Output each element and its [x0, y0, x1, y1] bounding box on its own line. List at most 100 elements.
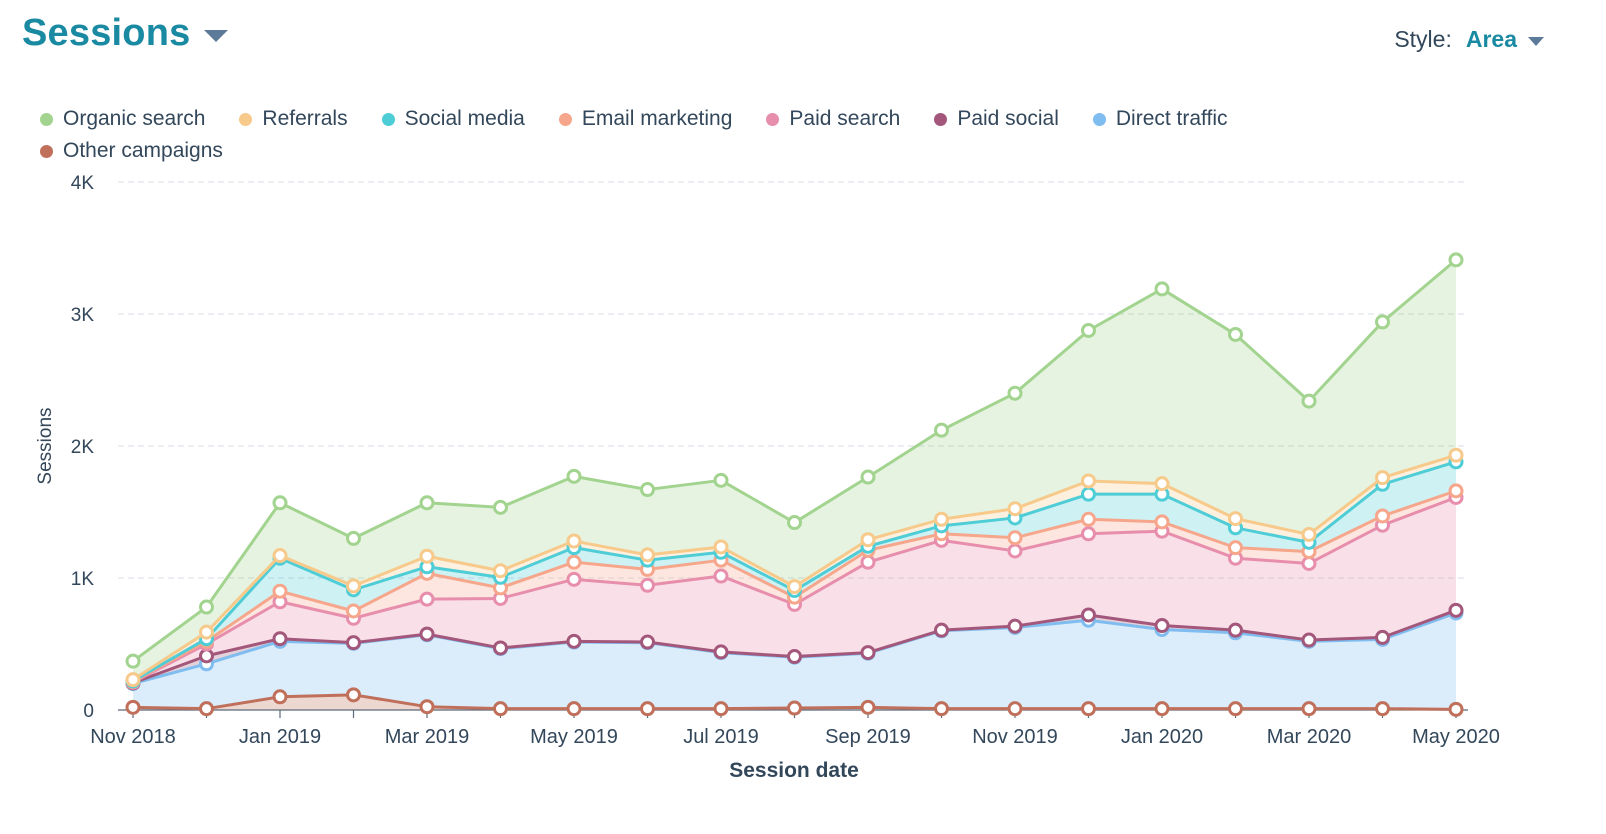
data-point[interactable]: [199, 599, 214, 615]
data-point[interactable]: [1375, 470, 1390, 486]
data-point[interactable]: [860, 699, 876, 715]
data-point[interactable]: [493, 640, 508, 656]
data-point[interactable]: [787, 515, 802, 531]
data-point[interactable]: [1301, 393, 1317, 409]
data-point[interactable]: [566, 533, 582, 549]
data-point[interactable]: [1228, 326, 1243, 342]
data-point[interactable]: [1228, 511, 1243, 527]
data-point[interactable]: [346, 635, 361, 651]
data-point[interactable]: [713, 472, 729, 488]
data-point[interactable]: [272, 689, 288, 705]
data-point[interactable]: [1301, 632, 1317, 648]
data-point[interactable]: [1007, 530, 1023, 546]
data-point[interactable]: [272, 548, 288, 564]
data-point[interactable]: [1081, 486, 1096, 502]
data-point[interactable]: [787, 700, 802, 716]
legend-item-other-campaigns[interactable]: Other campaigns: [40, 138, 223, 164]
data-point[interactable]: [1448, 252, 1464, 268]
data-point[interactable]: [566, 571, 582, 587]
data-point[interactable]: [1154, 701, 1170, 717]
data-point[interactable]: [713, 644, 729, 660]
data-point[interactable]: [419, 591, 435, 607]
data-point[interactable]: [199, 648, 214, 664]
data-point[interactable]: [346, 578, 361, 594]
data-point[interactable]: [1448, 447, 1464, 463]
data-point[interactable]: [419, 626, 435, 642]
data-point[interactable]: [713, 539, 729, 555]
data-point[interactable]: [1007, 701, 1023, 717]
data-point[interactable]: [566, 468, 582, 484]
data-point[interactable]: [419, 495, 435, 511]
data-point[interactable]: [713, 701, 729, 717]
data-point[interactable]: [1081, 511, 1096, 527]
data-point[interactable]: [1081, 473, 1096, 489]
legend-item-organic-search[interactable]: Organic search: [40, 106, 205, 132]
data-point[interactable]: [199, 701, 214, 717]
data-point[interactable]: [125, 653, 141, 669]
data-point[interactable]: [566, 701, 582, 717]
data-point[interactable]: [419, 548, 435, 564]
data-point[interactable]: [1448, 701, 1464, 717]
data-point[interactable]: [860, 532, 876, 548]
data-point[interactable]: [272, 495, 288, 511]
data-point[interactable]: [1375, 629, 1390, 645]
data-point[interactable]: [1228, 701, 1243, 717]
data-point[interactable]: [934, 622, 949, 638]
data-point[interactable]: [934, 422, 949, 438]
data-point[interactable]: [640, 547, 655, 563]
data-point[interactable]: [934, 701, 949, 717]
legend-item-paid-social[interactable]: Paid social: [934, 106, 1059, 132]
legend-item-email-marketing[interactable]: Email marketing: [558, 106, 732, 132]
data-point[interactable]: [1007, 618, 1023, 634]
data-point[interactable]: [1375, 314, 1390, 330]
data-point[interactable]: [1448, 602, 1464, 618]
legend-item-paid-search[interactable]: Paid search: [766, 106, 900, 132]
data-point[interactable]: [1081, 701, 1096, 717]
data-point[interactable]: [1375, 701, 1390, 717]
data-point[interactable]: [1081, 607, 1096, 623]
data-point[interactable]: [272, 583, 288, 599]
data-point[interactable]: [346, 687, 361, 703]
data-point[interactable]: [1448, 483, 1464, 499]
data-point[interactable]: [1081, 526, 1096, 542]
data-point[interactable]: [1301, 701, 1317, 717]
data-point[interactable]: [934, 511, 949, 527]
data-point[interactable]: [1154, 281, 1170, 297]
data-point[interactable]: [1375, 508, 1390, 524]
data-point[interactable]: [125, 672, 141, 688]
data-point[interactable]: [713, 568, 729, 584]
data-point[interactable]: [493, 701, 508, 717]
data-point[interactable]: [199, 624, 214, 640]
data-point[interactable]: [1007, 543, 1023, 559]
data-point[interactable]: [1228, 540, 1243, 556]
data-point[interactable]: [860, 554, 876, 570]
data-point[interactable]: [860, 645, 876, 661]
data-point[interactable]: [787, 579, 802, 595]
data-point[interactable]: [346, 603, 361, 619]
data-point[interactable]: [125, 699, 141, 715]
legend-item-direct-traffic[interactable]: Direct traffic: [1092, 106, 1228, 132]
data-point[interactable]: [1081, 323, 1096, 338]
data-point[interactable]: [1228, 622, 1243, 638]
data-point[interactable]: [1301, 526, 1317, 542]
data-point[interactable]: [787, 649, 802, 665]
data-point[interactable]: [640, 701, 655, 717]
data-point[interactable]: [419, 699, 435, 715]
data-point[interactable]: [1007, 385, 1023, 401]
style-dropdown[interactable]: Area: [1466, 26, 1544, 53]
legend-item-social-media[interactable]: Social media: [381, 106, 525, 132]
legend-item-referrals[interactable]: Referrals: [239, 106, 348, 132]
data-point[interactable]: [566, 633, 582, 649]
data-point[interactable]: [1154, 476, 1170, 492]
data-point[interactable]: [640, 577, 655, 593]
data-point[interactable]: [860, 469, 876, 485]
data-point[interactable]: [566, 554, 582, 570]
data-point[interactable]: [1007, 501, 1023, 517]
report-title-dropdown[interactable]: Sessions: [22, 12, 229, 55]
data-point[interactable]: [346, 530, 361, 546]
data-point[interactable]: [493, 563, 508, 579]
data-point[interactable]: [1301, 555, 1317, 571]
data-point[interactable]: [640, 634, 655, 650]
data-point[interactable]: [1154, 514, 1170, 530]
data-point[interactable]: [640, 482, 655, 498]
